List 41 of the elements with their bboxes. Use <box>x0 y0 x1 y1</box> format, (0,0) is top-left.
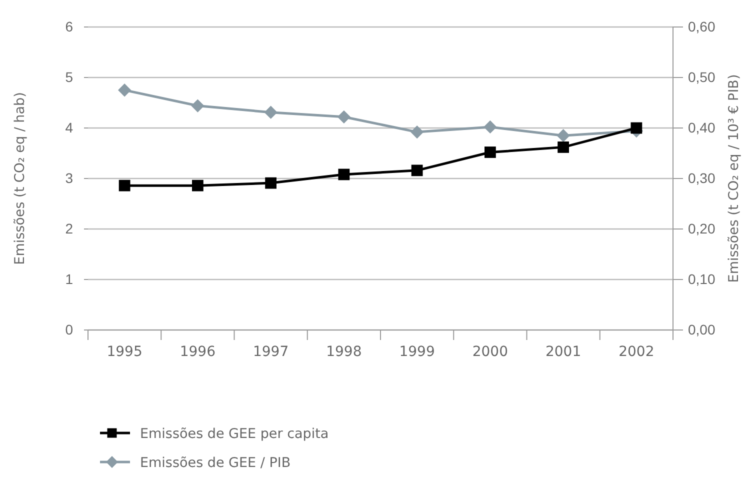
y-tick-label: 6 <box>65 18 74 34</box>
point <box>411 164 423 176</box>
y2-axis-title: Emissões (t CO₂ eq / 10³ € PIB) <box>726 74 742 283</box>
point <box>484 146 496 158</box>
y2-tick-label: 0,40 <box>688 119 716 136</box>
point <box>191 99 204 112</box>
y-tick-label: 3 <box>65 170 74 186</box>
point <box>410 125 424 139</box>
x-tick-label: 1996 <box>180 344 216 360</box>
y-tick-label: 5 <box>65 68 74 85</box>
y-tick-label: 4 <box>65 119 74 136</box>
x-tick-label: 1995 <box>106 344 142 360</box>
y2-tick-label: 0,30 <box>688 170 716 186</box>
point <box>264 106 278 119</box>
y2-tick-label: 0,00 <box>688 321 716 338</box>
point <box>338 168 350 180</box>
point <box>630 122 642 134</box>
x-tick-label: 2001 <box>545 344 582 360</box>
x-tick-label: 2000 <box>472 344 508 360</box>
y-tick-label: 0 <box>65 321 74 338</box>
point <box>265 177 277 189</box>
x-tick-label: 1998 <box>326 344 362 360</box>
y2-tick-label: 0,60 <box>688 18 716 34</box>
x-tick-label: 1999 <box>399 344 435 360</box>
point <box>558 141 570 153</box>
x-tick-label: 2002 <box>618 344 654 360</box>
legend-label: Emissões de GEE / PIB <box>140 455 291 471</box>
y2-tick-label: 0,20 <box>688 220 716 236</box>
y-axis-title: Emissões (t CO₂ eq / hab) <box>12 92 28 265</box>
point <box>556 129 570 142</box>
point <box>484 120 497 134</box>
y2-tick-label: 0,10 <box>688 270 716 287</box>
legend-label: Emissões de GEE per capita <box>140 426 329 442</box>
point <box>118 180 130 192</box>
point <box>118 84 132 97</box>
point <box>192 180 204 192</box>
x-tick-label: 1997 <box>252 344 289 360</box>
y2-tick-label: 0,50 <box>688 68 716 85</box>
y-tick-label: 1 <box>65 270 74 287</box>
point <box>337 110 351 124</box>
y-tick-label: 2 <box>65 220 74 236</box>
